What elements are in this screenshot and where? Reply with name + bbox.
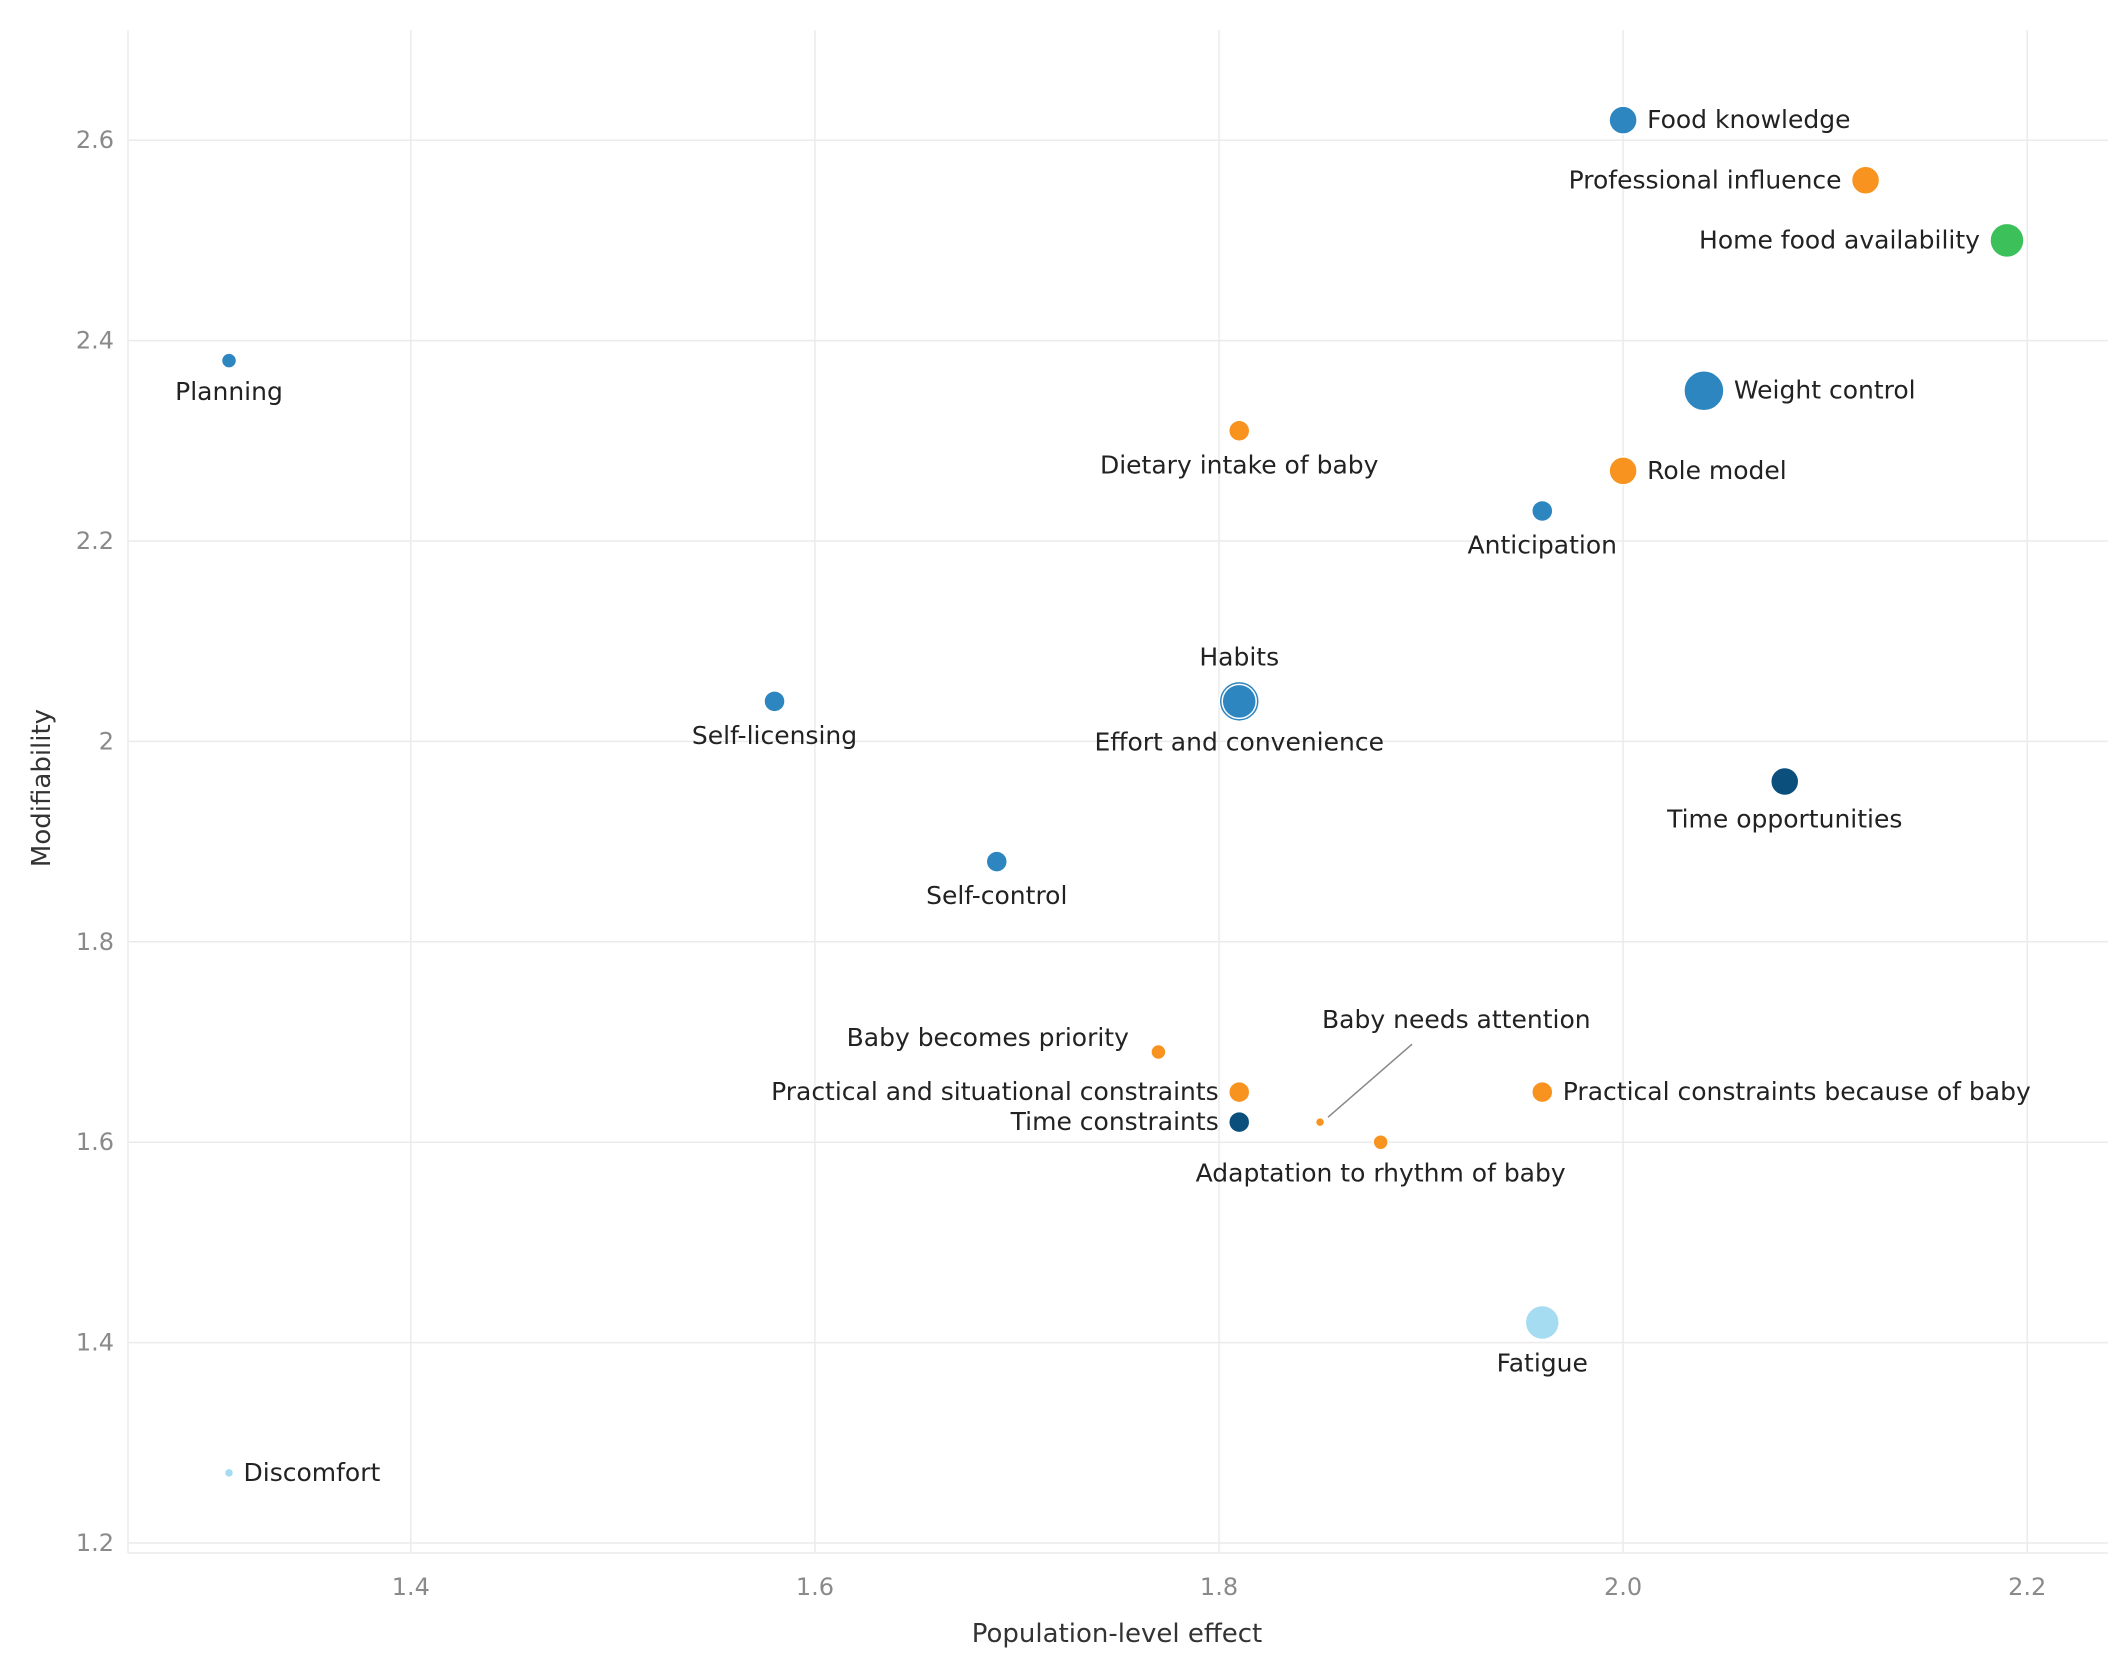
point-dietary-intake-of-baby[interactable] [1227, 419, 1251, 443]
point-role-model[interactable] [1608, 456, 1638, 486]
x-tick-label: 1.4 [392, 1573, 430, 1601]
label-home-food-availability: Home food availability [1699, 225, 1980, 254]
grid-layer [127, 30, 2108, 1554]
y-tick-label: 2 [99, 727, 114, 755]
label-baby-needs-attention: Baby needs attention [1322, 1005, 1591, 1034]
label-self-control: Self-control [926, 881, 1067, 910]
point-baby-becomes-priority[interactable] [1150, 1043, 1167, 1061]
point-food-knowledge[interactable] [1608, 105, 1638, 135]
point-practical-and-situational-constraints[interactable] [1227, 1080, 1251, 1104]
leader-line [1327, 1043, 1413, 1118]
x-tick-label: 1.8 [1200, 1573, 1238, 1601]
y-tick-label: 2.6 [76, 126, 114, 154]
point-professional-influence[interactable] [1850, 165, 1881, 196]
label-time-constraints: Time constraints [1010, 1107, 1219, 1136]
x-tick-label: 1.6 [796, 1573, 834, 1601]
label-baby-becomes-priority: Baby becomes priority [847, 1023, 1129, 1052]
label-habits: Habits [1199, 642, 1279, 671]
label-professional-influence: Professional influence [1569, 165, 1842, 194]
label-anticipation: Anticipation [1468, 530, 1617, 559]
label-adaptation-to-rhythm-of-baby: Adaptation to rhythm of baby [1196, 1159, 1566, 1188]
label-effort-and-convenience: Effort and convenience [1094, 727, 1384, 756]
point-time-opportunities[interactable] [1769, 766, 1800, 797]
point-fatigue[interactable] [1524, 1304, 1561, 1341]
point-time-constraints[interactable] [1227, 1110, 1251, 1134]
label-weight-control: Weight control [1734, 376, 1916, 405]
label-food-knowledge: Food knowledge [1647, 105, 1850, 134]
x-tick-label: 2.0 [1604, 1573, 1642, 1601]
label-planning: Planning [175, 377, 283, 406]
point-effort-and-convenience[interactable] [1221, 683, 1257, 720]
point-self-licensing[interactable] [763, 690, 786, 713]
point-adaptation-to-rhythm-of-baby[interactable] [1372, 1133, 1389, 1151]
label-practical-constraints-because-of-baby: Practical constraints because of baby [1563, 1077, 2031, 1106]
point-weight-control[interactable] [1683, 369, 1725, 412]
point-anticipation[interactable] [1531, 499, 1554, 523]
point-home-food-availability[interactable] [1989, 222, 2025, 259]
point-layer [220, 105, 2025, 1479]
point-self-control[interactable] [985, 850, 1009, 873]
point-practical-constraints-because-of-baby[interactable] [1531, 1080, 1554, 1104]
y-tick-label: 2.4 [76, 327, 114, 355]
point-planning[interactable] [220, 352, 238, 369]
point-discomfort[interactable] [223, 1467, 235, 1479]
y-axis-title: Modifiability [27, 709, 57, 867]
y-tick-label: 1.6 [76, 1128, 114, 1156]
y-tick-label: 1.4 [76, 1329, 114, 1357]
label-self-licensing: Self-licensing [692, 721, 857, 750]
y-tick-label: 1.8 [76, 928, 114, 956]
label-time-opportunities: Time opportunities [1666, 804, 1902, 833]
label-layer: Food knowledge Professional influence Home… [175, 105, 2031, 1487]
y-tick-label: 2.2 [76, 527, 114, 555]
label-fatigue: Fatigue [1497, 1349, 1588, 1378]
point-baby-needs-attention[interactable] [1314, 1116, 1326, 1128]
label-practical-and-situational-constraints: Practical and situational constraints [771, 1077, 1219, 1106]
y-tick-label: 1.2 [76, 1529, 114, 1557]
axis-layer: 1.4 1.6 1.8 2.0 2.2 1.2 1.4 1.6 1.8 2 2.2 2.4 2.6 [76, 126, 2046, 1601]
label-role-model: Role model [1647, 456, 1787, 485]
x-tick-label: 2.2 [2008, 1573, 2046, 1601]
label-discomfort: Discomfort [244, 1458, 381, 1487]
label-dietary-intake-of-baby: Dietary intake of baby [1100, 450, 1379, 479]
x-axis-title: Population-level effect [972, 1619, 1262, 1649]
